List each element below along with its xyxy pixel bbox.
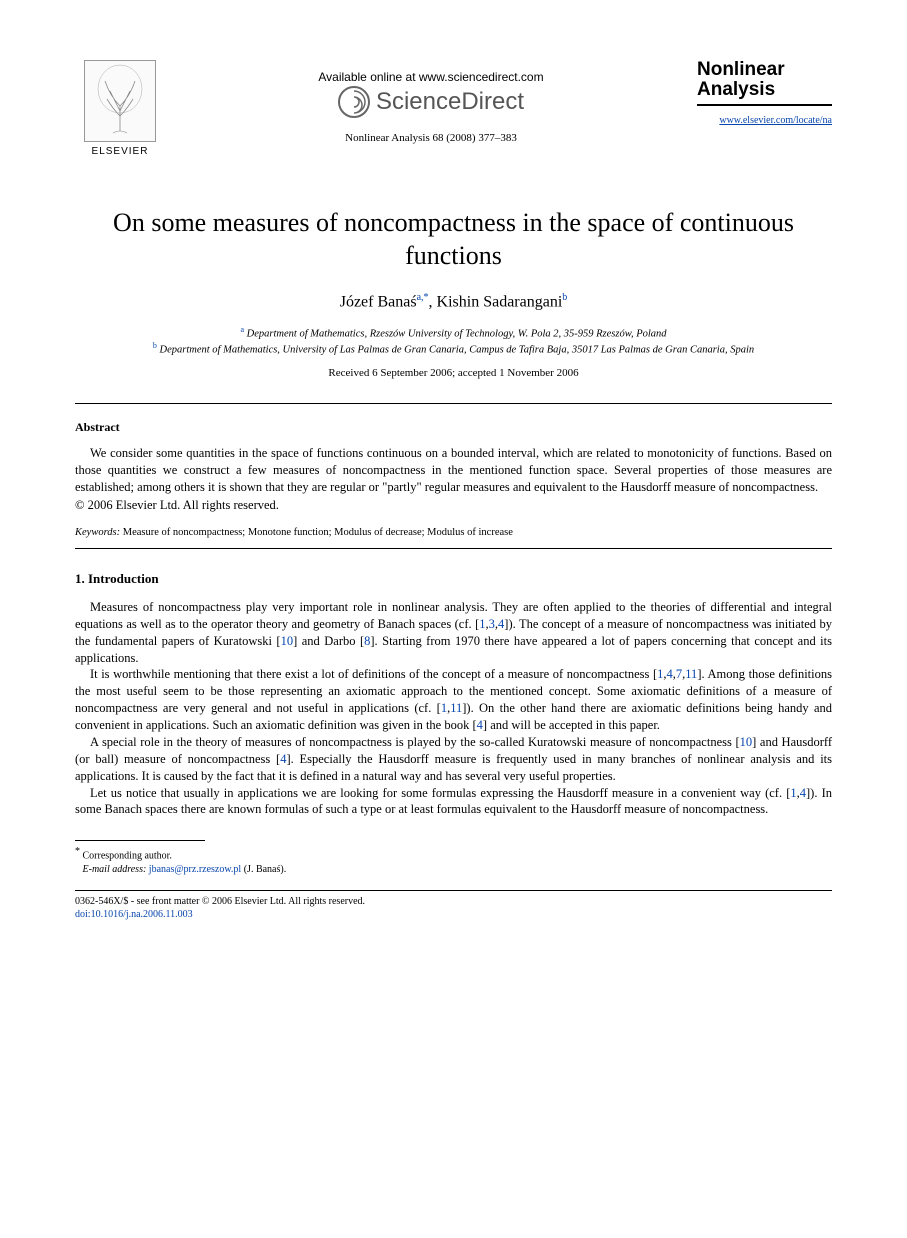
intro-para-2: It is worthwhile mentioning that there e… [75, 666, 832, 734]
publisher-logo-block: ELSEVIER [75, 60, 165, 157]
keywords-text: Measure of noncompactness; Monotone func… [120, 527, 513, 538]
affil-b-text: Department of Mathematics, University of… [157, 344, 754, 355]
journal-name-2: Analysis [697, 80, 832, 100]
journal-name-1: Nonlinear [697, 60, 832, 80]
author-1-affil-sup[interactable]: a, [417, 292, 424, 303]
affil-a-text: Department of Mathematics, Rzeszów Unive… [244, 329, 667, 340]
footnote-corr-text: Corresponding author. [80, 851, 172, 862]
author-2-affil-sup[interactable]: b [562, 292, 567, 303]
footer-issn-line: 0362-546X/$ - see front matter © 2006 El… [75, 896, 365, 907]
authors-line: Józef Banaśa,*, Kishin Sadaranganib [75, 292, 832, 311]
author-2-name: Kishin Sadarangani [437, 293, 563, 310]
available-online-text: Available online at www.sciencedirect.co… [165, 70, 697, 84]
journal-box: Nonlinear Analysis www.elsevier.com/loca… [697, 60, 832, 128]
author-sep: , [429, 293, 437, 310]
ref-link-10b[interactable]: 10 [740, 735, 753, 749]
rule-above-abstract [75, 403, 832, 404]
ref-link-10[interactable]: 10 [281, 634, 294, 648]
intro-para-3: A special role in the theory of measures… [75, 734, 832, 785]
intro-para-1: Measures of noncompactness play very imp… [75, 599, 832, 667]
corresponding-footnote: * Corresponding author. E-mail address: … [75, 845, 832, 875]
keywords-label: Keywords: [75, 527, 120, 538]
article-title: On some measures of noncompactness in th… [105, 207, 802, 272]
footer-rule [75, 890, 832, 891]
section-1-heading: 1. Introduction [75, 571, 832, 587]
journal-url-link[interactable]: www.elsevier.com/locate/na [719, 115, 832, 126]
ref-link-11[interactable]: 11 [685, 667, 697, 681]
intro-para-4: Let us notice that usually in applicatio… [75, 785, 832, 819]
journal-title-box: Nonlinear Analysis [697, 60, 832, 106]
footer-block: 0362-546X/$ - see front matter © 2006 El… [75, 895, 832, 921]
publisher-label: ELSEVIER [75, 146, 165, 157]
rule-below-keywords [75, 548, 832, 549]
email-label: E-mail address: [83, 864, 147, 875]
sciencedirect-swirl-icon [338, 86, 370, 118]
author-1-name: Józef Banaś [340, 293, 417, 310]
header-row: ELSEVIER Available online at www.science… [75, 60, 832, 157]
sciencedirect-logo: ScienceDirect [165, 86, 697, 118]
affiliation-b: b Department of Mathematics, University … [75, 341, 832, 356]
abstract-body: We consider some quantities in the space… [75, 445, 832, 496]
journal-reference: Nonlinear Analysis 68 (2008) 377–383 [165, 132, 697, 144]
article-dates: Received 6 September 2006; accepted 1 No… [75, 367, 832, 379]
doi-link[interactable]: 10.1016/j.na.2006.11.003 [91, 909, 193, 920]
corresponding-email-link[interactable]: jbanas@prz.rzeszow.pl [146, 864, 241, 875]
sciencedirect-text: ScienceDirect [376, 88, 524, 116]
keywords-line: Keywords: Measure of noncompactness; Mon… [75, 527, 832, 538]
affiliation-a: a Department of Mathematics, Rzeszów Uni… [75, 325, 832, 340]
center-header: Available online at www.sciencedirect.co… [165, 60, 697, 144]
abstract-copyright: © 2006 Elsevier Ltd. All rights reserved… [75, 498, 832, 513]
elsevier-tree-icon [84, 60, 156, 142]
doi-label: doi: [75, 909, 91, 920]
email-paren: (J. Banaś). [241, 864, 286, 875]
footnote-rule [75, 840, 205, 841]
ref-link-11b[interactable]: 11 [450, 701, 462, 715]
abstract-heading: Abstract [75, 420, 832, 435]
